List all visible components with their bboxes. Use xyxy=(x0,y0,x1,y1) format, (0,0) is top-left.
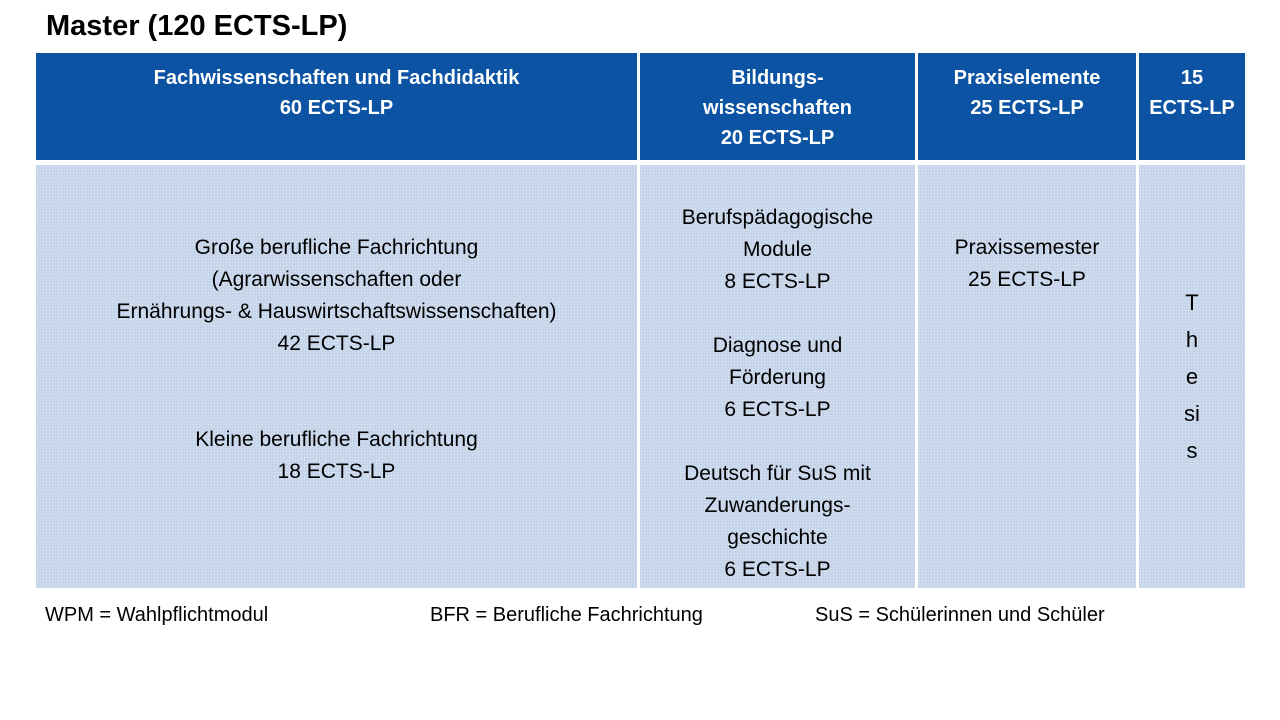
header-cell-thesis-ects: 15 ECTS-LP xyxy=(1139,53,1245,160)
praxissemester-text: Praxissemester 25 ECTS-LP xyxy=(954,236,1100,291)
berufspaedagogische-module-text: Berufspädagogische Module 8 ECTS-LP xyxy=(681,206,874,293)
body-cell-bildungswissenschaften: Berufspädagogische Module 8 ECTS-LP Diag… xyxy=(640,165,915,588)
legend-item-wpm: WPM = Wahlpflichtmodul xyxy=(45,604,269,626)
body-cell-fachwissenschaften: Große berufliche Fachrichtung (Agrarwiss… xyxy=(36,165,637,588)
header-cell-bildungswissenschaften: Bildungs- wissenschaften 20 ECTS-LP xyxy=(640,53,915,160)
body-cell-thesis: Thesis xyxy=(1139,165,1245,588)
deutsch-fuer-sus-text: Deutsch für SuS mit Zuwanderungs- geschi… xyxy=(684,462,871,581)
curriculum-table: Fachwissenschaften und Fachdidaktik 60 E… xyxy=(36,53,1245,588)
header-cell-praxiselemente: Praxiselemente 25 ECTS-LP xyxy=(918,53,1136,160)
body-cell-praxiselemente: Praxissemester 25 ECTS-LP xyxy=(918,165,1136,588)
thesis-vertical-label: Thesis xyxy=(1184,290,1200,463)
legend-item-bfr: BFR = Berufliche Fachrichtung xyxy=(430,604,703,626)
legend-item-sus: SuS = Schülerinnen und Schüler xyxy=(815,604,1105,626)
page-title: Master (120 ECTS-LP) xyxy=(46,10,348,42)
diagnose-und-foerderung-text: Diagnose und Förderung 6 ECTS-LP xyxy=(712,334,843,421)
header-cell-fachwissenschaften: Fachwissenschaften und Fachdidaktik 60 E… xyxy=(36,53,637,160)
kleine-berufliche-fachrichtung-text: Kleine berufliche Fachrichtung 18 ECTS-L… xyxy=(195,428,478,483)
grosse-berufliche-fachrichtung-text: Große berufliche Fachrichtung (Agrarwiss… xyxy=(116,236,557,355)
